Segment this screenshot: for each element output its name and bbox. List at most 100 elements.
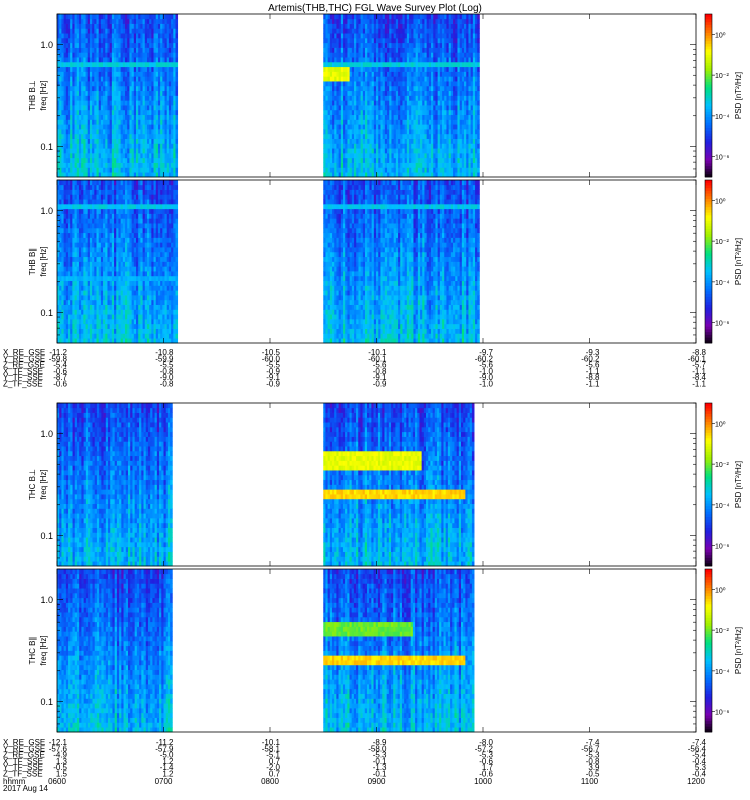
- spectrogram-cell: [413, 153, 416, 158]
- spectrogram-cell: [147, 158, 150, 163]
- spectrogram-cell: [332, 172, 335, 177]
- spectrogram-cell: [134, 28, 137, 33]
- spectrogram-cell: [114, 28, 117, 33]
- spectrogram-cell: [99, 67, 102, 72]
- spectrogram-cell: [332, 28, 335, 33]
- spectrogram-cell: [391, 14, 394, 19]
- spectrogram-cell: [394, 105, 397, 110]
- spectrogram-cell: [169, 62, 172, 67]
- spectrogram-cell: [129, 115, 132, 120]
- spectrogram-cell: [394, 158, 397, 163]
- spectrogram-cell: [420, 105, 423, 110]
- spectrogram-cell: [140, 124, 143, 129]
- spectrogram-cell: [61, 172, 64, 177]
- spectrogram-cell: [347, 72, 350, 77]
- spectrogram-cell: [61, 190, 64, 195]
- spectrogram-cell: [464, 100, 467, 105]
- spectrogram-cell: [125, 38, 128, 43]
- spectrogram-cell: [77, 167, 80, 172]
- spectrogram-cell: [420, 96, 423, 101]
- spectrogram-cell: [347, 124, 350, 129]
- spectrogram-cell: [455, 153, 458, 158]
- spectrogram-cell: [475, 110, 478, 115]
- spectrogram-cell: [176, 96, 179, 101]
- colorbar-segment: [705, 117, 712, 120]
- spectrogram-cell: [424, 86, 427, 91]
- spectrogram-cell: [389, 105, 392, 110]
- spectrogram-cell: [171, 48, 174, 53]
- spectrogram-cell: [471, 124, 474, 129]
- spectrogram-cell: [151, 143, 154, 148]
- spectrogram-cell: [394, 72, 397, 77]
- spectrogram-cell: [158, 115, 161, 120]
- spectrogram-cell: [90, 300, 93, 305]
- spectrogram-cell: [143, 14, 146, 19]
- spectrogram-cell: [140, 72, 143, 77]
- spectrogram-cell: [376, 24, 379, 29]
- spectrogram-cell: [70, 185, 73, 190]
- spectrogram-cell: [112, 81, 115, 86]
- colorbar-tick-label: 10⁻⁴: [715, 114, 730, 121]
- spectrogram-cell: [92, 14, 95, 19]
- spectrogram-cell: [70, 257, 73, 262]
- spectrogram-cell: [90, 172, 93, 177]
- spectrogram-cell: [99, 163, 102, 168]
- spectrogram-cell: [66, 228, 69, 233]
- spectrogram-cell: [361, 105, 364, 110]
- spectrogram-cell: [363, 119, 366, 124]
- spectrogram-cell: [167, 28, 170, 33]
- spectrogram-cell: [389, 148, 392, 153]
- spectrogram-cell: [354, 33, 357, 38]
- spectrogram-cell: [151, 148, 154, 153]
- spectrogram-cell: [323, 57, 326, 62]
- spectrogram-cell: [358, 110, 361, 115]
- spectrogram-cell: [162, 33, 165, 38]
- spectrogram-cell: [405, 14, 408, 19]
- spectrogram-cell: [156, 57, 159, 62]
- spectrogram-cell: [140, 33, 143, 38]
- spectrogram-cell: [422, 163, 425, 168]
- spectrogram-cell: [438, 33, 441, 38]
- spectrogram-cell: [127, 158, 130, 163]
- spectrogram-cell: [409, 105, 412, 110]
- spectrogram-cell: [356, 28, 359, 33]
- spectrogram-cell: [83, 28, 86, 33]
- spectrogram-cell: [380, 43, 383, 48]
- spectrogram-cell: [323, 86, 326, 91]
- colorbar-label: PSD [nT²/Hz]: [734, 72, 743, 119]
- spectrogram-cell: [75, 242, 78, 247]
- spectrogram-cell: [160, 86, 163, 91]
- spectrogram-cell: [378, 119, 381, 124]
- spectrogram-cell: [407, 163, 410, 168]
- spectrogram-cell: [70, 163, 73, 168]
- spectrogram-cell: [70, 281, 73, 286]
- spectrogram-cell: [449, 134, 452, 139]
- spectrogram-cell: [68, 238, 71, 243]
- spectrogram-cell: [334, 163, 337, 168]
- spectrogram-cell: [77, 190, 80, 195]
- spectrogram-cell: [411, 172, 414, 177]
- spectrogram-cell: [387, 81, 390, 86]
- spectrogram-cell: [116, 43, 119, 48]
- spectrogram-cell: [118, 72, 121, 77]
- spectrogram-cell: [405, 43, 408, 48]
- spectrogram-cell: [125, 43, 128, 48]
- spectrogram-cell: [70, 100, 73, 105]
- spectrogram-cell: [363, 115, 366, 120]
- spectrogram-cell: [145, 129, 148, 134]
- spectrogram-cell: [418, 143, 421, 148]
- spectrogram-cell: [402, 52, 405, 57]
- colorbar-segment: [705, 123, 712, 126]
- spectrogram-cell: [79, 324, 82, 329]
- spectrogram-cell: [79, 338, 82, 343]
- spectrogram-cell: [453, 91, 456, 96]
- spectrogram-cell: [173, 57, 176, 62]
- spectrogram-cell: [363, 76, 366, 81]
- spectrogram-cell: [444, 28, 447, 33]
- spectrogram-cell: [433, 38, 436, 43]
- spectrogram-cell: [411, 153, 414, 158]
- spectrogram-cell: [83, 338, 86, 343]
- spectrogram-cell: [101, 167, 104, 172]
- spectrogram-cell: [367, 62, 370, 67]
- spectrogram-cell: [420, 91, 423, 96]
